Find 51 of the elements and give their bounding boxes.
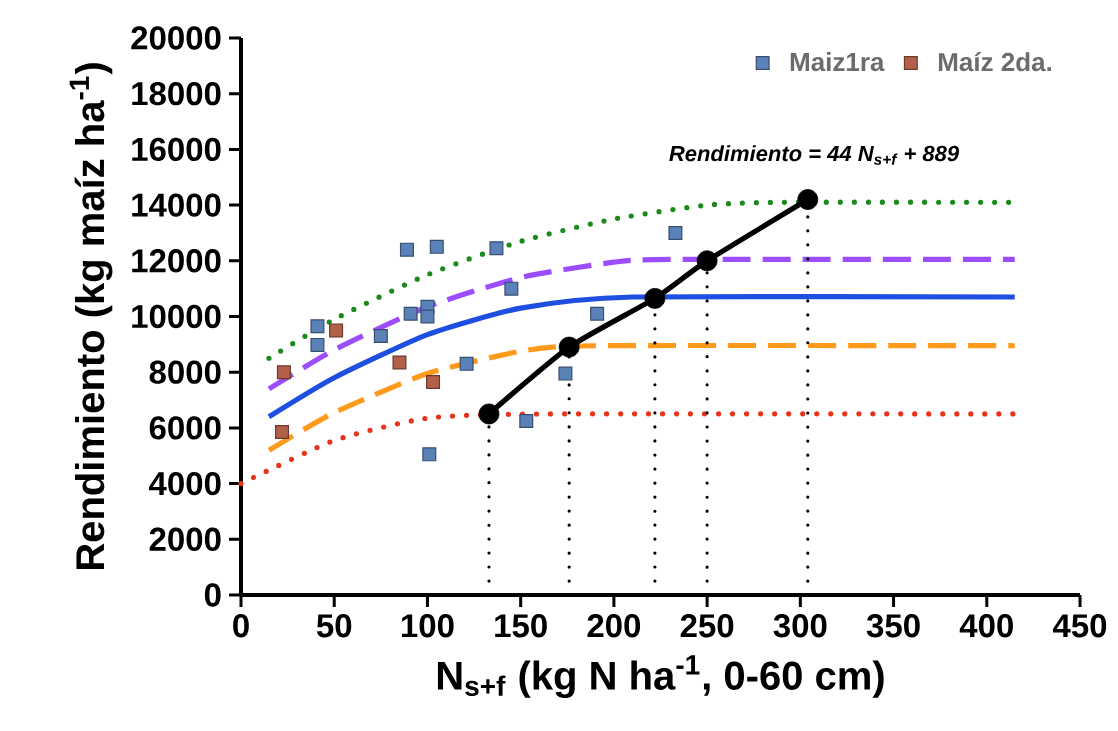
- point: [478, 403, 500, 425]
- y-tick-label: 2000: [149, 527, 221, 551]
- point: [644, 287, 666, 309]
- x-tick-label: 0: [233, 614, 249, 638]
- y-tick-label: 8000: [149, 360, 221, 384]
- point: [696, 250, 718, 272]
- point: [504, 281, 519, 296]
- point: [310, 319, 325, 334]
- x-tick-label: 250: [680, 614, 734, 638]
- point: [797, 189, 819, 210]
- point: [310, 337, 325, 352]
- point: [276, 365, 291, 380]
- point: [668, 225, 683, 240]
- point: [459, 356, 474, 371]
- y-tick-label: 14000: [132, 193, 221, 217]
- point: [429, 239, 444, 254]
- y-axis-title: Rendimiento (kg maíz ha$^{-1}$): [69, 63, 113, 570]
- point: [519, 413, 534, 428]
- point: [403, 306, 418, 321]
- point: [399, 242, 414, 257]
- x-tick-label: 400: [959, 614, 1013, 638]
- point: [426, 374, 441, 389]
- point: [489, 241, 504, 256]
- point: [422, 447, 437, 462]
- point: [392, 355, 407, 370]
- y-tick-label: 6000: [149, 416, 221, 440]
- point: [590, 306, 605, 321]
- y-tick-label: 10000: [132, 304, 221, 329]
- x-tick-label: 150: [495, 614, 547, 638]
- point: [420, 309, 435, 324]
- legend-label: Maiz1ra: [790, 52, 885, 72]
- x-axis-title: N$_{s+f}$ (kg N ha$^{-1}$, 0-60 cm): [437, 655, 884, 698]
- y-tick-label: 16000: [132, 137, 221, 162]
- y-tick-label: 12000: [132, 249, 221, 273]
- point: [558, 336, 580, 358]
- point: [558, 366, 573, 381]
- x-tick-label: 300: [773, 614, 827, 638]
- x-tick-label: 50: [316, 614, 352, 638]
- point: [275, 425, 290, 440]
- x-tick-label: 100: [401, 614, 454, 638]
- y-tick-label: 18000: [132, 81, 221, 106]
- y-tick-label: 4000: [149, 471, 221, 496]
- legend-label: Maíz 2da.: [938, 51, 1051, 72]
- y-tick-label: 0: [204, 583, 221, 607]
- x-tick-label: 350: [866, 614, 920, 638]
- x-tick-label: 200: [587, 614, 641, 638]
- annotation: Rendimiento = 44 N$_{s+f}$ + 889: [669, 145, 959, 165]
- x-tick-label: 450: [1052, 614, 1107, 638]
- y-tick-label: 20000: [131, 26, 221, 50]
- point: [373, 328, 388, 343]
- point: [329, 323, 344, 338]
